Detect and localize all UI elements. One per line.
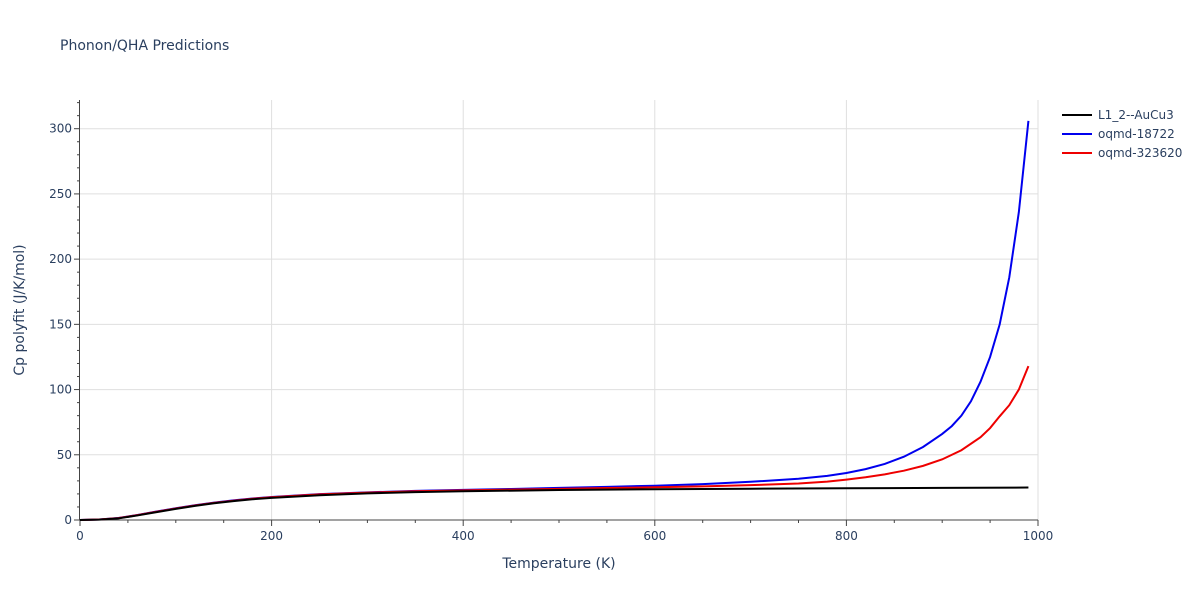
y-axis-title: Cp polyfit (J/K/mol) [12,244,28,375]
y-tick-label: 200 [49,252,72,266]
x-axis-title: Temperature (K) [501,556,615,572]
legend-item-label: oqmd-323620 [1098,146,1182,160]
legend: L1_2--AuCu3 oqmd-18722 oqmd-323620 [1062,108,1182,160]
y-tick-label: 150 [49,317,72,331]
legend-item-label: L1_2--AuCu3 [1098,108,1174,122]
y-tick-label: 250 [49,187,72,201]
x-tick-label: 1000 [1023,529,1054,543]
x-tick-label: 0 [76,529,84,543]
x-tick-label: 600 [643,529,666,543]
series-line-2 [79,120,1030,521]
chart-title: Phonon/QHA Predictions [60,38,229,54]
y-tick-label: 50 [57,448,72,462]
legend-item-label: oqmd-18722 [1098,127,1175,141]
gridlines [80,100,1039,520]
axes [79,100,1038,521]
series-lines [79,120,1030,521]
series-line-1 [79,486,1029,521]
y-tick-label: 0 [64,513,72,527]
ticks: 0 200 400 600 800 1000 0 50 100 150 200 250 300 [49,102,1054,543]
x-tick-label: 200 [260,529,283,543]
y-tick-label: 100 [49,383,72,397]
y-tick-label: 300 [49,122,72,136]
x-tick-label: 800 [835,529,858,543]
x-tick-label: 400 [452,529,475,543]
